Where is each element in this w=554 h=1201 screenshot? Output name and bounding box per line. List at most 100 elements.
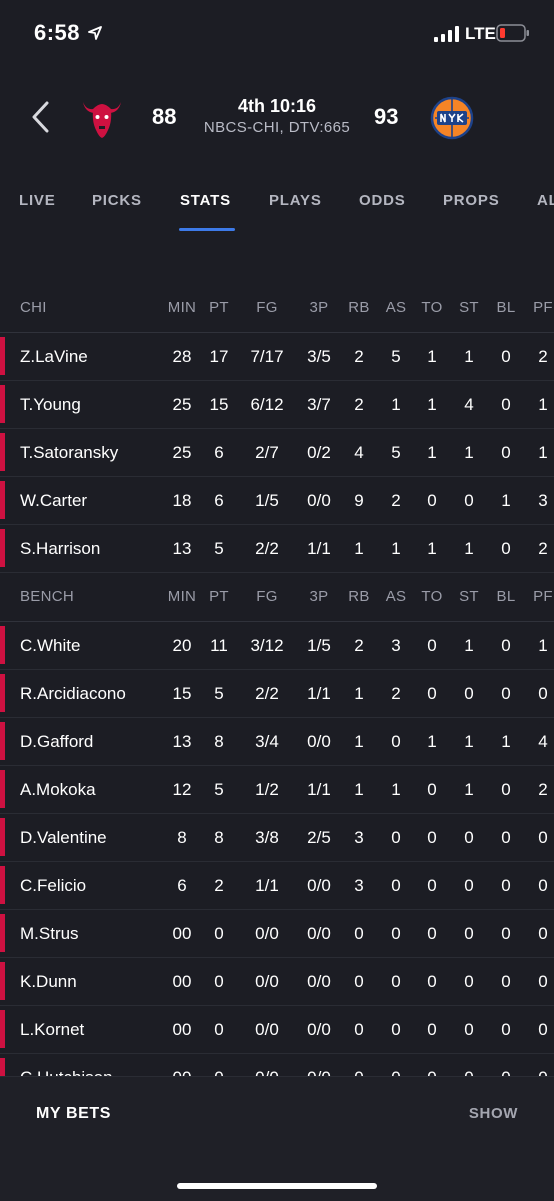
player-name[interactable]: R.Arcidiacono xyxy=(20,684,126,703)
stat-st: 0 xyxy=(464,684,474,703)
stat-pf: 1 xyxy=(538,443,548,462)
player-row[interactable]: D.Valentine 8 8 3/8 2/5 3 0 0 0 0 0 xyxy=(0,814,554,862)
column-header-min[interactable]: MIN xyxy=(167,588,197,605)
stat-to: 0 xyxy=(427,780,437,799)
player-row[interactable]: W.Carter 18 6 1/5 0/0 9 2 0 0 1 3 xyxy=(0,477,554,525)
player-name[interactable]: C.Hutchison xyxy=(20,1054,113,1076)
player-row[interactable]: T.Young 25 15 6/12 3/7 2 1 1 4 0 1 xyxy=(0,381,554,429)
player-name[interactable]: C.White xyxy=(20,636,81,655)
player-name[interactable]: S.Harrison xyxy=(20,539,101,558)
stat-bl: 0 xyxy=(501,636,511,655)
column-header-pt[interactable]: PT xyxy=(209,588,229,605)
stat-st: 0 xyxy=(464,1020,474,1039)
column-header-as[interactable]: AS xyxy=(385,299,407,316)
player-row[interactable]: C.Felicio 6 2 1/1 0/0 3 0 0 0 0 0 xyxy=(0,862,554,910)
column-header-pt[interactable]: PT xyxy=(209,299,229,316)
column-header-st[interactable]: ST xyxy=(459,299,479,316)
player-name[interactable]: T.Satoransky xyxy=(20,443,119,462)
stat-as: 0 xyxy=(391,972,401,991)
stat-to: 1 xyxy=(427,539,437,558)
player-name[interactable]: D.Valentine xyxy=(20,828,107,847)
stat-bl: 0 xyxy=(501,539,511,558)
player-row[interactable]: C.White 20 11 3/12 1/5 2 3 0 1 0 1 xyxy=(0,622,554,670)
column-header-pf[interactable]: PF xyxy=(533,299,553,316)
player-row[interactable]: L.Kornet 00 0 0/0 0/0 0 0 0 0 0 0 xyxy=(0,1006,554,1054)
stat-pf: 1 xyxy=(538,395,548,414)
column-header-pf[interactable]: PF xyxy=(533,588,553,605)
column-header-3p[interactable]: 3P xyxy=(309,299,329,316)
tab-props[interactable]: PROPS xyxy=(443,192,500,209)
team-color-bar xyxy=(0,962,5,1000)
player-name[interactable]: T.Young xyxy=(20,395,81,414)
stat-as: 0 xyxy=(391,876,401,895)
player-name[interactable]: D.Gafford xyxy=(20,732,94,751)
starters-section: CHI MIN PT FG 3P RB AS TO ST BL PF Z.LaVine 28 17 7/17… xyxy=(0,284,554,573)
player-name[interactable]: L.Kornet xyxy=(20,1020,85,1039)
team-color-bar xyxy=(0,433,5,471)
column-header-fg[interactable]: FG xyxy=(256,588,278,605)
stat-min: 20 xyxy=(172,636,192,655)
stat-as: 1 xyxy=(391,395,401,414)
player-row[interactable]: M.Strus 00 0 0/0 0/0 0 0 0 0 0 0 xyxy=(0,910,554,958)
stat-st: 1 xyxy=(464,732,474,751)
column-header-min[interactable]: MIN xyxy=(167,299,197,316)
tab-live[interactable]: LIVE xyxy=(19,192,56,209)
stat-bl: 0 xyxy=(501,780,511,799)
column-header-3p[interactable]: 3P xyxy=(309,588,329,605)
player-name[interactable]: Z.LaVine xyxy=(20,347,88,366)
stat-3p: 0/0 xyxy=(307,876,331,895)
cellular-signal-icon xyxy=(434,26,459,42)
stat-pf: 4 xyxy=(538,732,548,751)
column-header-st[interactable]: ST xyxy=(459,588,479,605)
stat-to: 0 xyxy=(427,924,437,943)
stat-as: 5 xyxy=(391,443,401,462)
tab-stats[interactable]: STATS xyxy=(180,192,231,209)
stat-fg: 2/2 xyxy=(255,684,279,703)
column-header-bl[interactable]: BL xyxy=(496,299,516,316)
column-header-rb[interactable]: RB xyxy=(348,299,370,316)
column-header-rb[interactable]: RB xyxy=(348,588,370,605)
player-row[interactable]: Z.LaVine 28 17 7/17 3/5 2 5 1 1 0 2 xyxy=(0,333,554,381)
stat-fg: 2/7 xyxy=(255,443,279,462)
column-header-bl[interactable]: BL xyxy=(496,588,516,605)
tab-all[interactable]: AL xyxy=(537,192,554,209)
stat-pf: 0 xyxy=(538,972,548,991)
column-header-fg[interactable]: FG xyxy=(256,299,278,316)
back-chevron-icon[interactable] xyxy=(30,100,52,134)
tab-plays[interactable]: PLAYS xyxy=(269,192,322,209)
column-header-to[interactable]: TO xyxy=(421,588,443,605)
player-row[interactable]: A.Mokoka 12 5 1/2 1/1 1 1 0 1 0 2 xyxy=(0,766,554,814)
box-score-table[interactable]: CHI MIN PT FG 3P RB AS TO ST BL PF Z.LaVine 28 17 7/17… xyxy=(0,284,554,1076)
stat-bl: 0 xyxy=(501,924,511,943)
player-row[interactable]: S.Harrison 13 5 2/2 1/1 1 1 1 1 0 2 xyxy=(0,525,554,573)
tab-picks[interactable]: PICKS xyxy=(92,192,142,209)
stat-min: 13 xyxy=(172,732,192,751)
player-row[interactable]: R.Arcidiacono 15 5 2/2 1/1 1 2 0 0 0 0 xyxy=(0,670,554,718)
stat-fg: 0/0 xyxy=(255,1020,279,1039)
show-bets-button[interactable]: SHOW xyxy=(468,1105,518,1122)
player-name[interactable]: C.Felicio xyxy=(20,876,87,895)
player-row[interactable]: T.Satoransky 25 6 2/7 0/2 4 5 1 1 0 1 xyxy=(0,429,554,477)
player-name[interactable]: W.Carter xyxy=(20,491,88,510)
player-name[interactable]: K.Dunn xyxy=(20,972,77,991)
player-name[interactable]: A.Mokoka xyxy=(20,780,96,799)
player-name[interactable]: M.Strus xyxy=(20,924,79,943)
column-header-as[interactable]: AS xyxy=(385,588,407,605)
stat-pf: 0 xyxy=(538,1020,548,1039)
stat-min: 13 xyxy=(172,539,192,558)
stat-pt: 0 xyxy=(214,924,224,943)
stat-bl: 0 xyxy=(501,684,511,703)
player-row[interactable]: K.Dunn 00 0 0/0 0/0 0 0 0 0 0 0 xyxy=(0,958,554,1006)
network-type: LTE xyxy=(465,24,496,43)
player-row[interactable]: D.Gafford 13 8 3/4 0/0 1 0 1 1 1 4 xyxy=(0,718,554,766)
tab-odds[interactable]: ODDS xyxy=(359,192,406,209)
stat-bl: 0 xyxy=(501,395,511,414)
stat-min: 00 xyxy=(164,1054,200,1076)
team-color-bar xyxy=(0,385,5,423)
stat-as: 5 xyxy=(391,347,401,366)
stat-3p: 0/0 xyxy=(296,1054,342,1076)
column-header-to[interactable]: TO xyxy=(421,299,443,316)
battery-low-icon xyxy=(496,24,529,42)
stat-st: 4 xyxy=(464,395,474,414)
